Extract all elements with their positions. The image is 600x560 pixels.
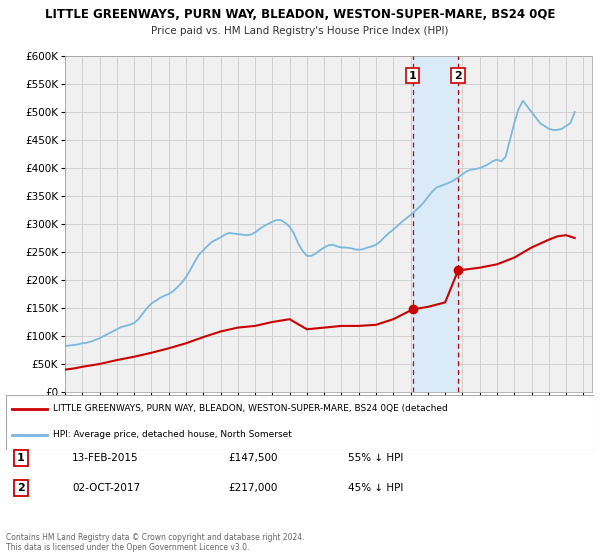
Text: 2: 2 xyxy=(454,71,462,81)
FancyBboxPatch shape xyxy=(6,395,594,450)
Text: HPI: Average price, detached house, North Somerset: HPI: Average price, detached house, Nort… xyxy=(53,430,292,439)
Bar xyxy=(413,56,458,392)
Text: 1: 1 xyxy=(409,71,416,81)
Text: 02-OCT-2017: 02-OCT-2017 xyxy=(72,483,140,493)
Text: 55% ↓ HPI: 55% ↓ HPI xyxy=(348,453,403,463)
Text: 13-FEB-2015: 13-FEB-2015 xyxy=(72,453,139,463)
Text: 45% ↓ HPI: 45% ↓ HPI xyxy=(348,483,403,493)
Text: £147,500: £147,500 xyxy=(228,453,277,463)
Text: 1: 1 xyxy=(17,453,25,463)
Text: Contains HM Land Registry data © Crown copyright and database right 2024.
This d: Contains HM Land Registry data © Crown c… xyxy=(6,533,305,552)
Text: £217,000: £217,000 xyxy=(228,483,277,493)
Text: Price paid vs. HM Land Registry's House Price Index (HPI): Price paid vs. HM Land Registry's House … xyxy=(151,26,449,36)
Text: LITTLE GREENWAYS, PURN WAY, BLEADON, WESTON-SUPER-MARE, BS24 0QE: LITTLE GREENWAYS, PURN WAY, BLEADON, WES… xyxy=(45,8,555,21)
Text: 2: 2 xyxy=(17,483,25,493)
Text: LITTLE GREENWAYS, PURN WAY, BLEADON, WESTON-SUPER-MARE, BS24 0QE (detached: LITTLE GREENWAYS, PURN WAY, BLEADON, WES… xyxy=(53,404,448,413)
